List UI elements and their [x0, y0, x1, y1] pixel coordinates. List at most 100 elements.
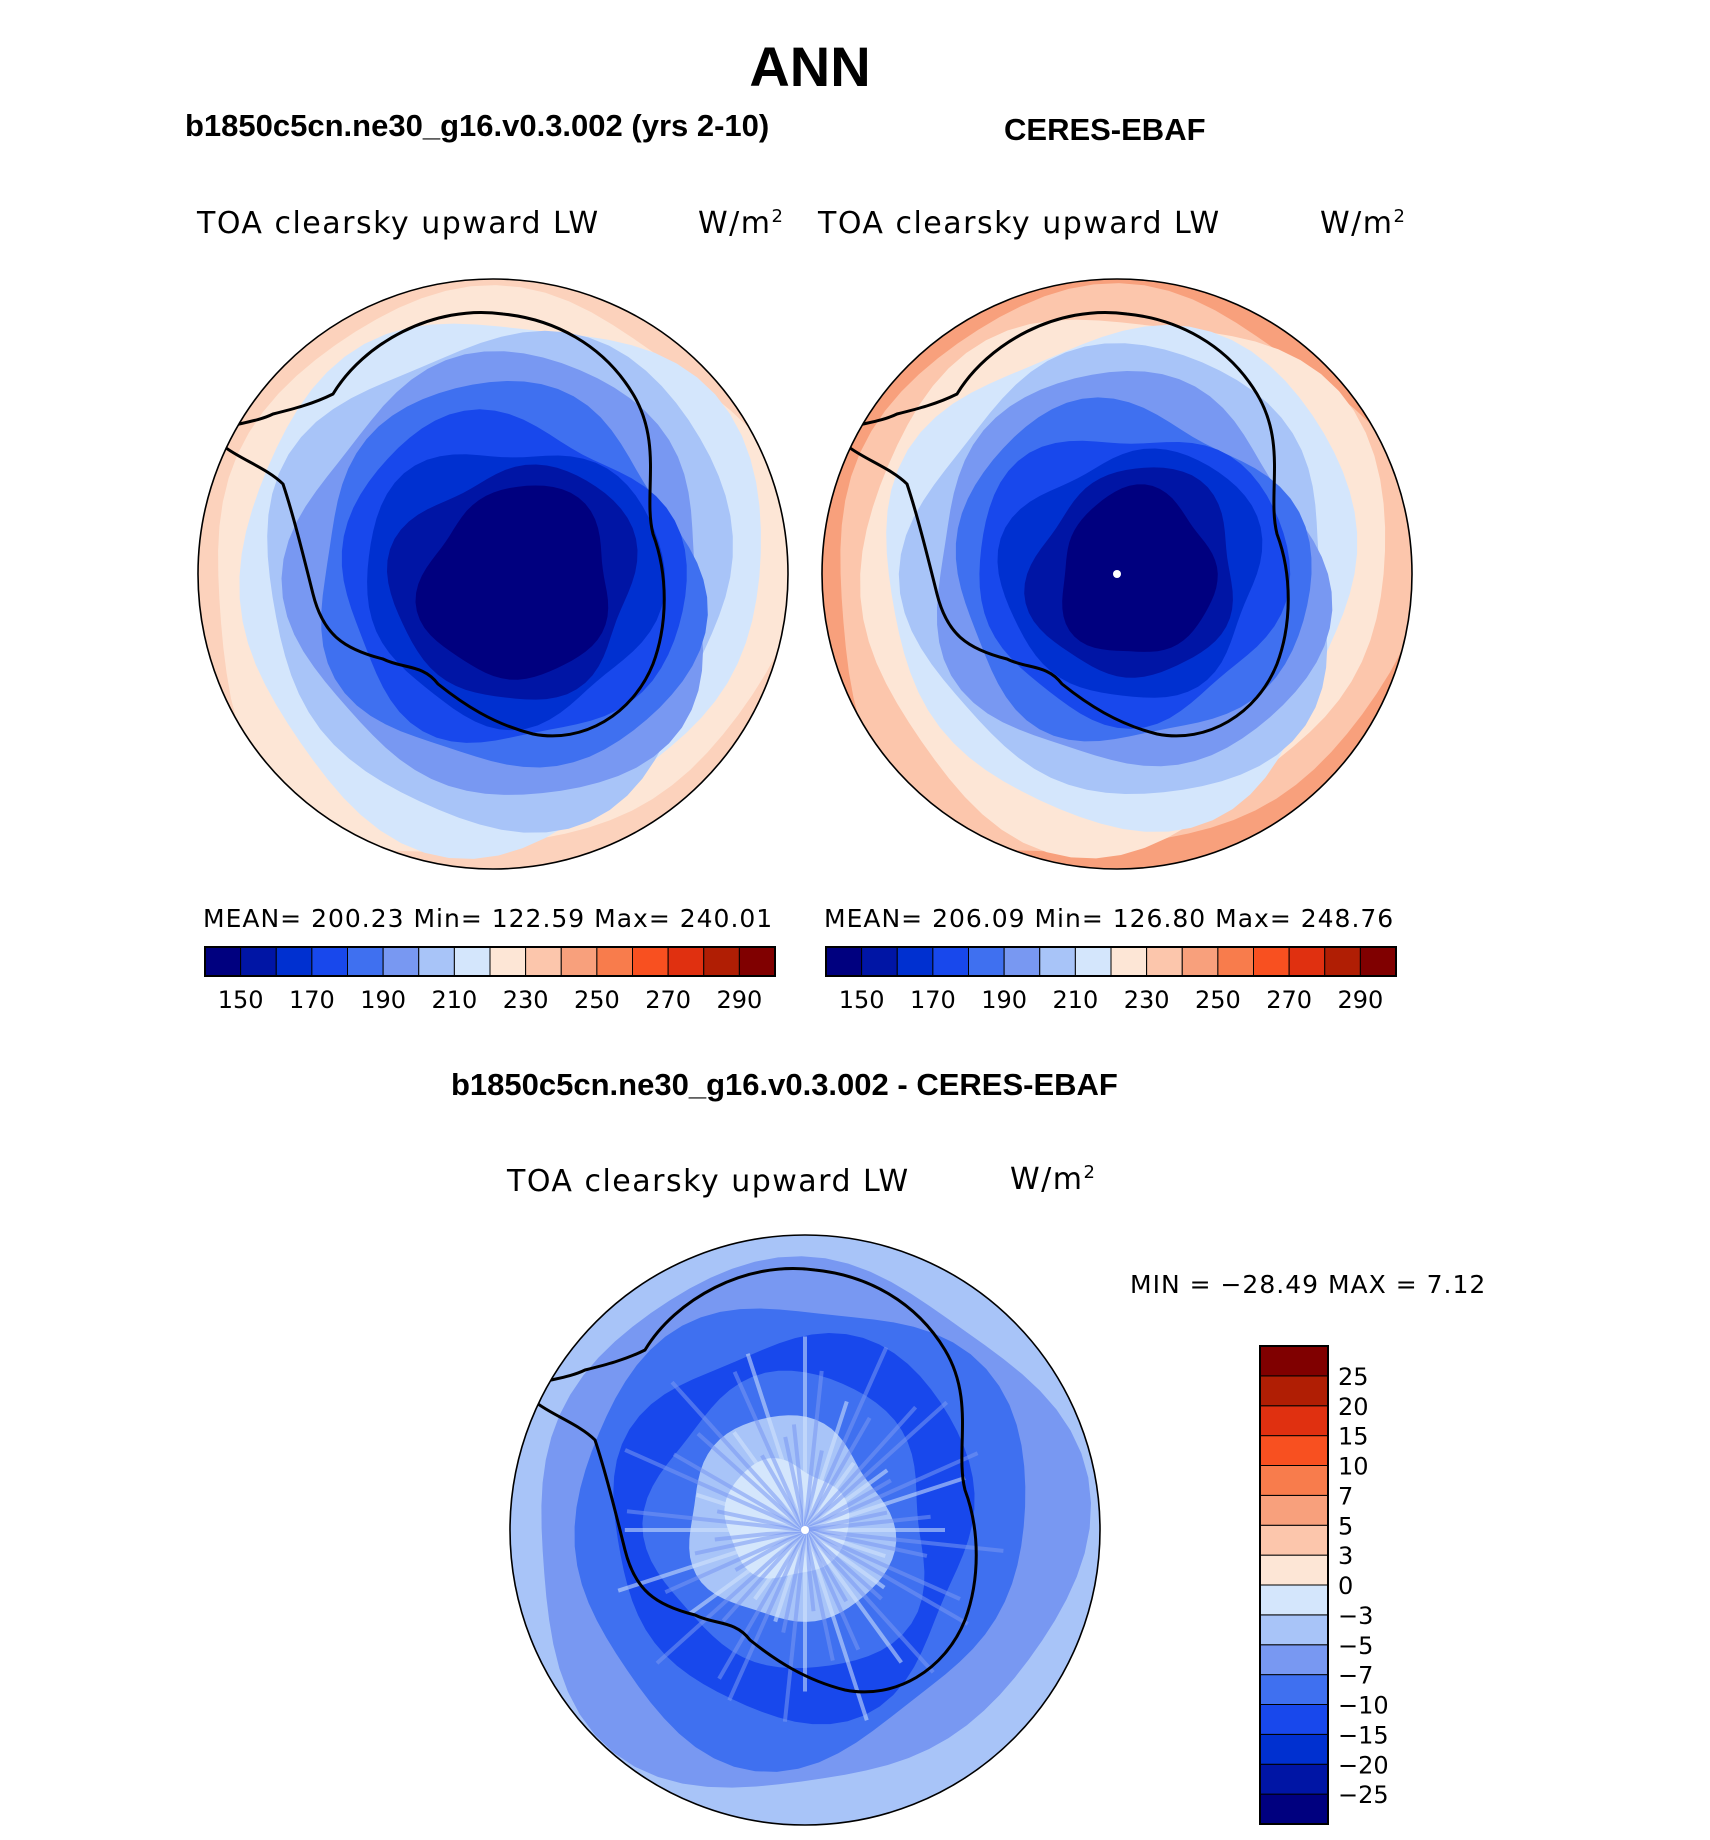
diff-colorbar-tick-label: 10	[1338, 1453, 1369, 1481]
obs-colorbar-tick-label: 190	[981, 986, 1027, 1014]
diff-streak	[696, 1432, 807, 1532]
diff-colorbar-tick-label: −3	[1338, 1602, 1373, 1630]
diff-colorbar-tick-label: −15	[1338, 1721, 1389, 1749]
diff-colorbar-tick-label: 7	[1338, 1482, 1353, 1510]
obs-colorbar-box	[1039, 946, 1076, 977]
model-colorbar-box	[275, 946, 313, 977]
diff-map	[510, 1235, 1100, 1825]
diff-colorbar-box	[1259, 1494, 1329, 1526]
diff-streak	[732, 1370, 807, 1531]
obs-colorbar-box	[1324, 946, 1361, 977]
model-map	[198, 279, 788, 869]
diff-streak	[803, 1370, 824, 1531]
model-colorbar-box	[453, 946, 491, 977]
diff-colorbar-box	[1259, 1465, 1329, 1496]
model-contour-fill	[198, 279, 788, 869]
diff-streak	[732, 1431, 807, 1532]
diff-streak	[782, 1529, 807, 1722]
model-colorbar-box	[525, 946, 562, 977]
diff-colorbar-box	[1259, 1763, 1329, 1795]
model-colorbar-tick-label: 210	[431, 986, 477, 1014]
diff-streak	[626, 1509, 806, 1532]
obs-colorbar-box	[1003, 946, 1041, 977]
model-colorbar-tick-label: 230	[503, 986, 549, 1014]
diff-streak	[804, 1476, 966, 1532]
obs-pole-point	[1113, 570, 1121, 578]
model-colorbar-box	[632, 946, 669, 977]
diff-colorbar-tick-label: −7	[1338, 1662, 1373, 1690]
diff-streak	[803, 1529, 869, 1721]
diff-streak	[745, 1353, 807, 1531]
diff-streak	[803, 1528, 903, 1664]
model-colorbar-box	[204, 946, 242, 977]
model-stats: MEAN= 200.23 Min= 122.59 Max= 240.01	[203, 904, 774, 933]
obs-contour-level	[1062, 484, 1218, 652]
model-colorbar-box	[347, 946, 384, 977]
diff-colorbar-box	[1259, 1614, 1329, 1646]
diff-colorbar-box	[1259, 1584, 1329, 1616]
diff-colorbar-box	[1259, 1554, 1329, 1586]
model-colorbar-box	[560, 946, 598, 977]
obs-colorbar-tick-label: 270	[1266, 986, 1312, 1014]
obs-stats: MEAN= 206.09 Min= 126.80 Max= 248.76	[824, 904, 1395, 933]
obs-colorbar-tick-label: 210	[1052, 986, 1098, 1014]
obs-colorbar: 150 170 190 210 230 250 270 290	[825, 946, 1397, 1014]
diff-streak	[803, 1528, 969, 1626]
diff-streak	[664, 1528, 806, 1595]
model-colorbar-tick-label: 150	[218, 986, 264, 1014]
diff-units: W/m2	[1010, 1162, 1097, 1197]
obs-units: W/m2	[1320, 206, 1407, 241]
diff-streak	[670, 1380, 807, 1532]
obs-map-border	[821, 278, 1413, 870]
diff-colorbar-box	[1259, 1345, 1329, 1377]
obs-colorbar-box	[1359, 946, 1397, 977]
diff-colorbar-box	[1259, 1733, 1329, 1765]
obs-colorbar-box	[1110, 946, 1148, 977]
obs-colorbar-box	[861, 946, 898, 977]
obs-panel-title: CERES-EBAF	[1004, 112, 1206, 147]
diff-colorbar-tick-label: −10	[1338, 1692, 1389, 1720]
obs-colorbar-tick-label: 290	[1337, 986, 1383, 1014]
diff-colorbar-box	[1259, 1375, 1329, 1407]
obs-colorbar-box	[932, 946, 969, 977]
obs-colorbar-box	[968, 946, 1005, 977]
diff-streak	[803, 1528, 935, 1674]
diff-streak	[617, 1528, 806, 1593]
model-units: W/m2	[698, 206, 785, 241]
diff-streak	[804, 1528, 961, 1601]
diff-panel-title: b1850c5cn.ne30_g16.v0.3.002 - CERES-EBAF	[451, 1067, 1118, 1102]
diff-streak	[624, 1448, 806, 1532]
diff-streak	[803, 1400, 949, 1532]
diff-stats: MIN = −28.49 MAX = 7.12	[1130, 1270, 1487, 1299]
diff-colorbar-tick-label: 25	[1338, 1363, 1369, 1391]
diff-streak	[655, 1528, 807, 1665]
diff-colorbar-tick-label: 20	[1338, 1393, 1369, 1421]
diff-pole-streaks	[617, 1336, 1004, 1722]
diff-colorbar-tick-label: 3	[1338, 1542, 1353, 1570]
obs-colorbar-box	[825, 946, 863, 977]
diff-field-label: TOA clearsky upward LW	[507, 1164, 910, 1199]
diff-streak	[803, 1346, 889, 1531]
diff-colorbar-box	[1259, 1644, 1329, 1676]
model-colorbar: 150 170 190 210 230 250 270 290	[204, 946, 776, 1014]
model-colorbar-tick-label: 250	[574, 986, 620, 1014]
obs-colorbar-box	[1253, 946, 1290, 977]
diff-streak	[727, 1529, 807, 1702]
diff-colorbar-box	[1259, 1674, 1329, 1705]
diff-colorbar-box	[1259, 1435, 1329, 1466]
obs-colorbar-box	[1217, 946, 1254, 977]
diff-colorbar-tick-label: −20	[1338, 1751, 1389, 1779]
obs-colorbar-tick-label: 170	[910, 986, 956, 1014]
diff-streak	[804, 1528, 928, 1558]
model-colorbar-box	[703, 946, 740, 977]
diff-streak	[803, 1529, 835, 1662]
obs-map	[822, 279, 1412, 869]
model-colorbar-box	[667, 946, 705, 977]
model-colorbar-tick-label: 170	[289, 986, 335, 1014]
diff-streak	[804, 1514, 931, 1532]
model-colorbar-box	[382, 946, 420, 977]
diff-streak	[672, 1452, 807, 1532]
model-colorbar-tick-label: 270	[645, 986, 691, 1014]
diff-streak	[804, 1528, 1004, 1553]
